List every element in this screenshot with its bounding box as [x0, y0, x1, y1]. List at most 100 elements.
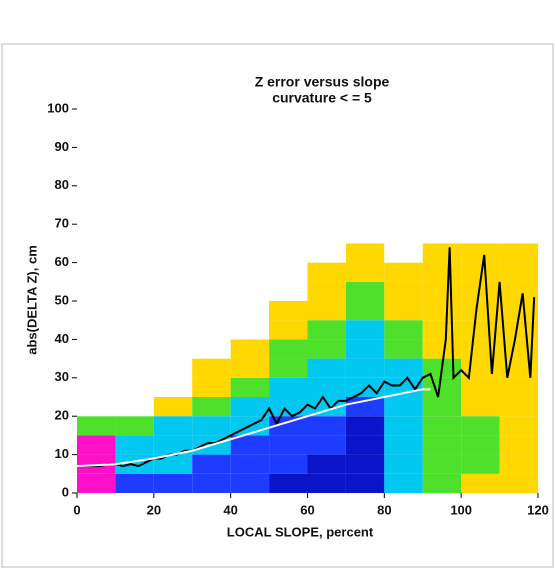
density-cell [153, 377, 193, 397]
density-cell [384, 243, 423, 263]
density-cell [115, 320, 154, 340]
density-cell [153, 243, 193, 263]
density-cell [192, 397, 231, 417]
density-cell [307, 416, 346, 436]
y-tick-label: 40 [55, 331, 69, 346]
density-cell [269, 377, 308, 397]
density-cell [345, 377, 385, 397]
density-cell [77, 281, 116, 301]
density-cell [269, 262, 308, 282]
density-cell [307, 262, 346, 282]
density-cell [153, 339, 193, 359]
density-cell [307, 454, 346, 474]
density-cell [230, 320, 270, 340]
density-cell [192, 454, 231, 474]
density-cell [269, 281, 308, 301]
density-cell [115, 224, 154, 244]
density-cell [384, 358, 423, 378]
density-cell [269, 301, 308, 321]
density-cell [230, 435, 270, 455]
density-cell [115, 397, 154, 417]
density-cell [461, 435, 500, 455]
density-cell [422, 301, 462, 321]
density-cell [422, 416, 462, 436]
density-cell [77, 224, 116, 244]
density-cell [77, 397, 116, 417]
density-cell [499, 243, 538, 263]
density-cell [345, 416, 385, 436]
density-cell [115, 435, 154, 455]
density-cell [269, 320, 308, 340]
density-cell [77, 339, 116, 359]
density-cell [345, 243, 385, 263]
density-cell [499, 224, 538, 244]
density-cell [192, 243, 231, 263]
density-cell [77, 301, 116, 321]
density-cell [422, 339, 462, 359]
density-cell [77, 262, 116, 282]
density-cell [499, 377, 538, 397]
chart-subtitle: curvature < = 5 [272, 90, 372, 106]
density-cell [384, 473, 423, 493]
density-cell [192, 358, 231, 378]
density-cell [345, 281, 385, 301]
density-cell [499, 262, 538, 282]
chart-title: Z error versus slope [255, 74, 390, 90]
density-cell [307, 224, 346, 244]
density-cell [269, 339, 308, 359]
density-cell [115, 243, 154, 263]
y-tick-label: 80 [55, 177, 69, 192]
density-cell [384, 416, 423, 436]
density-cell [422, 281, 462, 301]
y-tick-label: 30 [55, 369, 69, 384]
y-tick-label: 0 [62, 484, 69, 499]
density-cell [461, 243, 500, 263]
density-cell [499, 473, 538, 493]
density-cell [345, 262, 385, 282]
y-axis-label: abs(DELTA Z), cm [24, 245, 39, 355]
density-cell [77, 435, 116, 455]
density-cell [153, 416, 193, 436]
density-cell [345, 339, 385, 359]
density-cell [192, 416, 231, 436]
y-tick-label: 60 [55, 254, 69, 269]
density-cell [461, 320, 500, 340]
density-cell [307, 301, 346, 321]
density-cell [77, 377, 116, 397]
density-cell [192, 224, 231, 244]
density-cell [115, 262, 154, 282]
density-cell [384, 454, 423, 474]
density-cell [192, 320, 231, 340]
density-cell [384, 281, 423, 301]
density-cell [307, 377, 346, 397]
density-cell [153, 301, 193, 321]
density-cell [307, 473, 346, 493]
density-cell [461, 454, 500, 474]
density-cell [192, 262, 231, 282]
density-cell [230, 397, 270, 417]
density-cell [345, 454, 385, 474]
density-cell [384, 262, 423, 282]
density-cell [230, 262, 270, 282]
density-cell [153, 224, 193, 244]
density-cell [77, 473, 116, 493]
density-cell [77, 320, 116, 340]
density-cell [461, 473, 500, 493]
density-cell [461, 301, 500, 321]
density-cell [307, 435, 346, 455]
density-cell [422, 435, 462, 455]
density-cell [230, 301, 270, 321]
y-tick-label: 90 [55, 139, 69, 154]
density-cell [461, 416, 500, 436]
density-cell [192, 473, 231, 493]
density-cell [269, 435, 308, 455]
density-cell [422, 454, 462, 474]
density-cell [269, 454, 308, 474]
density-cell [384, 320, 423, 340]
density-cell [499, 416, 538, 436]
density-cell [499, 320, 538, 340]
y-tick-label: 20 [55, 408, 69, 423]
density-cell [153, 435, 193, 455]
density-cell [307, 339, 346, 359]
density-cell [153, 281, 193, 301]
